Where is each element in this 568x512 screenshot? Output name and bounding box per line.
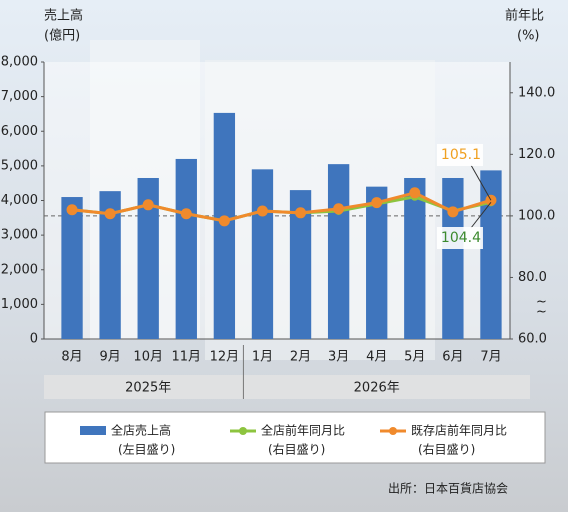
y-tick-label: 6,000 [1, 124, 38, 139]
x-tick-label: 7月 [480, 350, 501, 365]
x-tick-label: 4月 [366, 350, 387, 365]
value-label: 104.4 [441, 230, 481, 246]
y2-tick-label: 100.0 [518, 208, 555, 223]
label-box [436, 227, 483, 249]
point [256, 205, 268, 217]
year-label: 2026年 [354, 381, 400, 396]
y-axis-title: 売上高 [44, 8, 83, 24]
x-tick-label: 5月 [404, 350, 425, 365]
y2-tick-label: 140.0 [518, 85, 555, 100]
x-tick-label: 9月 [99, 350, 120, 365]
x-tick-label: 1月 [252, 350, 273, 365]
legend-swatch [239, 427, 247, 435]
x-tick-label: 11月 [172, 350, 202, 365]
y-tick-label: 2,000 [1, 262, 38, 277]
leader [470, 164, 492, 201]
legend-note: (左目盛り) [118, 442, 175, 457]
bar [99, 191, 121, 339]
bar [289, 190, 312, 339]
year-band [44, 375, 530, 399]
bar [366, 186, 388, 339]
bar [404, 177, 426, 339]
y-tick-label: 5,000 [1, 158, 38, 173]
line [71, 191, 492, 223]
y-tick-label: 0 [30, 332, 38, 347]
value-label: 105.1 [441, 147, 481, 163]
y-tick-label: 3,000 [1, 228, 38, 243]
legend-note: (右目盛り) [268, 442, 325, 457]
y-axis-title: (億円) [44, 28, 80, 44]
legend-note: (右目盛り) [418, 442, 475, 457]
point [409, 187, 421, 199]
y-tick-label: 4,000 [1, 193, 38, 208]
x-tick-label: 2月 [290, 350, 311, 365]
y-tick-label: 8,000 [1, 55, 38, 70]
y2-tick-label: 80.0 [518, 270, 547, 285]
point [180, 208, 192, 220]
leader [470, 202, 492, 229]
source: 出所：日本百貨店協会 [388, 481, 508, 496]
y2-tick-label: 120.0 [518, 147, 555, 162]
point [333, 203, 345, 215]
point [142, 199, 154, 211]
x-tick-label: 10月 [133, 350, 163, 365]
y-tick-label: 7,000 [1, 89, 38, 104]
bar [327, 164, 350, 339]
x-tick-label: 3月 [328, 350, 349, 365]
point [104, 208, 116, 220]
legend-label: 全店売上高 [111, 423, 171, 438]
point [218, 215, 230, 227]
point [447, 206, 459, 218]
bar [137, 177, 159, 339]
label-box [436, 144, 483, 166]
point [295, 207, 307, 219]
bar [442, 177, 464, 339]
y2-axis-title: (%) [517, 29, 540, 44]
x-tick-label: 6月 [442, 350, 463, 365]
x-tick-label: 12月 [210, 350, 240, 365]
axis-break: ~ [536, 305, 547, 320]
x-tick-label: 8月 [61, 350, 82, 365]
legend-box [44, 411, 546, 464]
point [66, 204, 78, 216]
y-tick-label: 1,000 [1, 297, 38, 312]
bar [175, 158, 197, 339]
bar [480, 170, 502, 339]
legend-label: 既存店前年同月比 [411, 423, 507, 438]
bar [61, 197, 83, 339]
legend-label: 全店前年同月比 [261, 423, 345, 438]
legend-swatch [80, 426, 106, 435]
bar [251, 169, 274, 339]
y2-axis-title: 前年比 [505, 8, 544, 24]
y2-tick-label: 60.0 [518, 332, 547, 347]
year-label: 2025年 [125, 381, 171, 396]
legend-swatch [389, 427, 397, 435]
axis-break: ~ [536, 295, 547, 310]
point [371, 197, 383, 209]
